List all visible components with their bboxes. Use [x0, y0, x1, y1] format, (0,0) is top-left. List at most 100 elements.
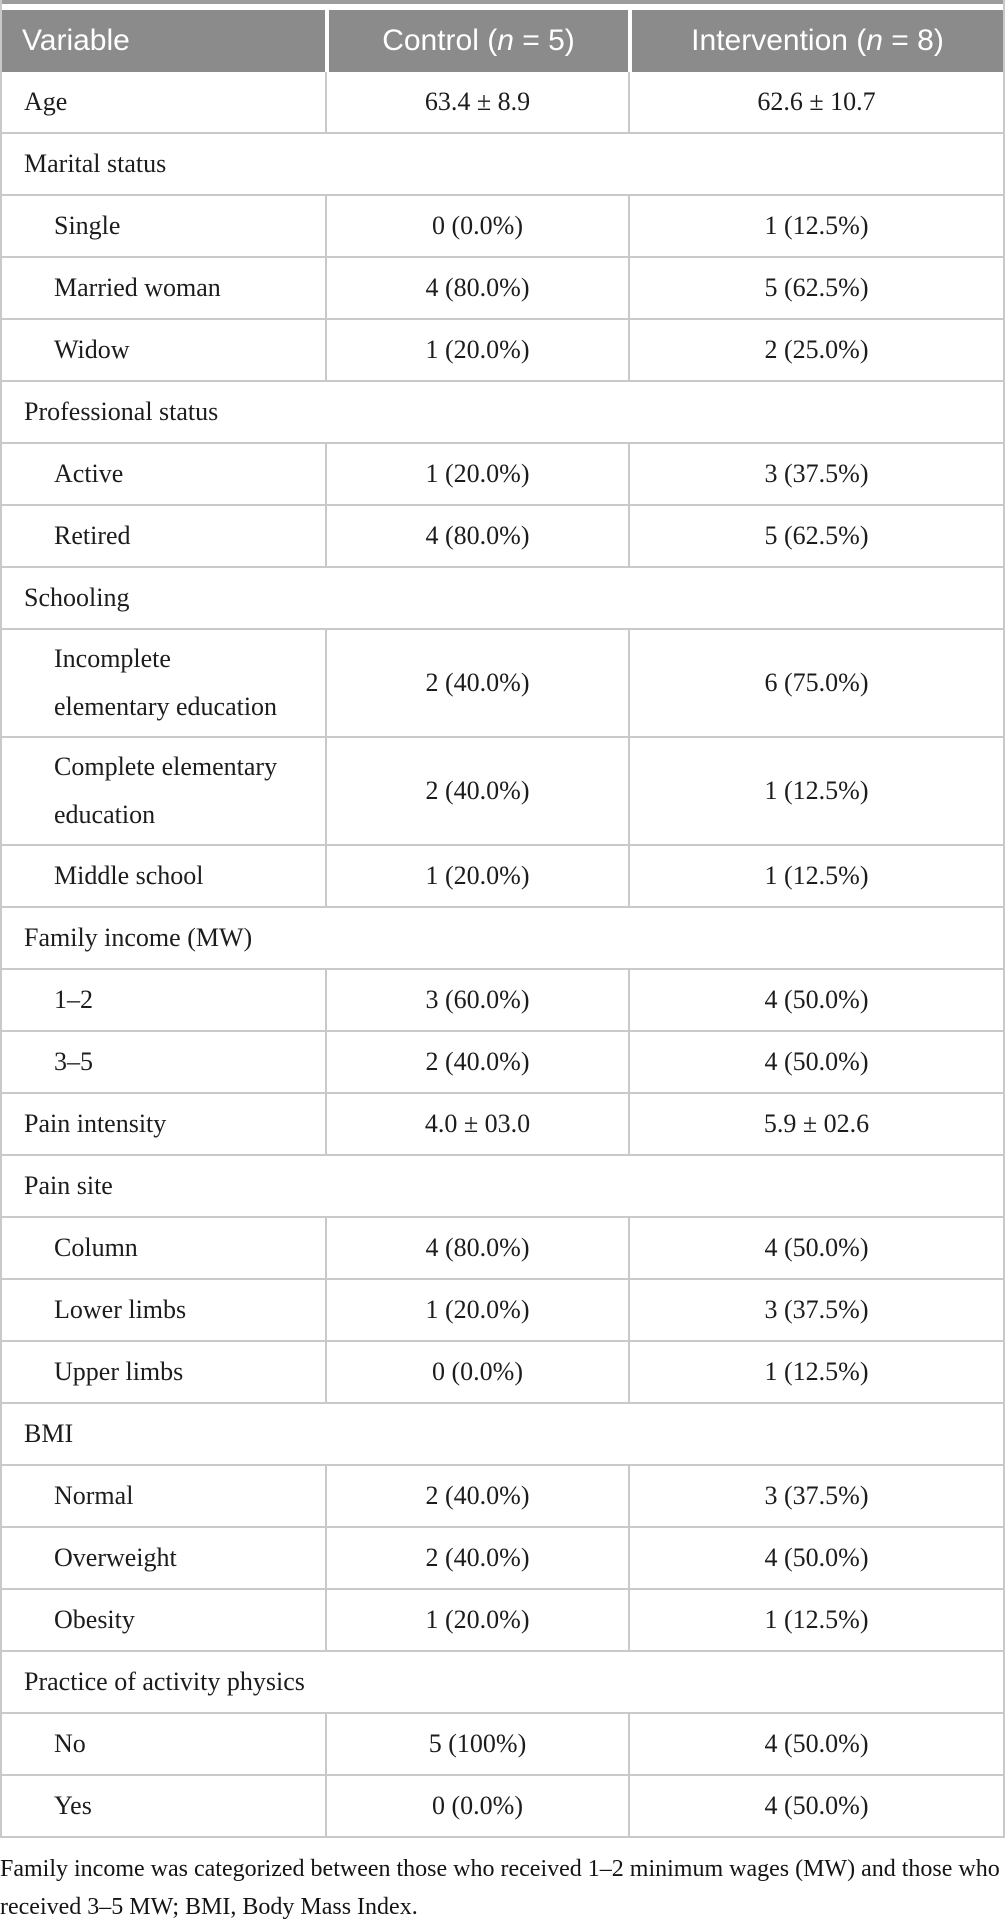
control-value-cell: 0 (0.0%)	[325, 1342, 628, 1402]
intervention-value-cell: 4 (50.0%)	[628, 1714, 1003, 1774]
row-label: 1–2	[54, 985, 93, 1014]
control-value-cell: 0 (0.0%)	[325, 196, 628, 256]
intervention-value-cell: 62.6 ± 10.7	[628, 72, 1003, 132]
category-row: Pain site	[2, 1156, 1003, 1218]
table-top-rule	[2, 0, 1003, 4]
intervention-value-cell: 4 (50.0%)	[628, 1776, 1003, 1836]
intervention-value-cell: 1 (12.5%)	[628, 1342, 1003, 1402]
intervention-value-cell: 4 (50.0%)	[628, 970, 1003, 1030]
table-header-row: Variable Control (n = 5) Intervention (n…	[2, 10, 1003, 72]
intervention-value-cell: 1 (12.5%)	[628, 1590, 1003, 1650]
row-label: Column	[54, 1233, 138, 1262]
row-label: Lower limbs	[54, 1295, 187, 1324]
intervention-value-cell: 2 (25.0%)	[628, 320, 1003, 380]
table-row: Single 0 (0.0%) 1 (12.5%)	[2, 196, 1003, 258]
table-row: Pain intensity 4.0 ± 03.0 5.9 ± 02.6	[2, 1094, 1003, 1156]
row-label: Age	[24, 87, 68, 116]
category-row: Family income (MW)	[2, 908, 1003, 970]
control-value-cell: 2 (40.0%)	[325, 630, 628, 736]
control-value-cell: 63.4 ± 8.9	[325, 72, 628, 132]
table-top-gap	[2, 4, 1003, 10]
table-row: Age 63.4 ± 8.9 62.6 ± 10.7	[2, 72, 1003, 134]
header-intervention-n: n	[866, 24, 883, 57]
row-label: Incomplete elementary education	[54, 644, 278, 721]
control-value-cell: 2 (40.0%)	[325, 1528, 628, 1588]
table-row: No 5 (100%) 4 (50.0%)	[2, 1714, 1003, 1776]
control-value-cell: 4.0 ± 03.0	[325, 1094, 628, 1154]
intervention-value-cell: 4 (50.0%)	[628, 1218, 1003, 1278]
intervention-value-cell: 1 (12.5%)	[628, 738, 1003, 844]
row-label: Widow	[54, 335, 130, 364]
row-label: Overweight	[54, 1543, 177, 1572]
control-value-cell: 2 (40.0%)	[325, 738, 628, 844]
table-row: Upper limbs 0 (0.0%) 1 (12.5%)	[2, 1342, 1003, 1404]
row-label: BMI	[24, 1419, 74, 1448]
category-row: Practice of activity physics	[2, 1652, 1003, 1714]
intervention-value-cell: 6 (75.0%)	[628, 630, 1003, 736]
demographics-table: Variable Control (n = 5) Intervention (n…	[0, 0, 1005, 1838]
control-value-cell: 0 (0.0%)	[325, 1776, 628, 1836]
table-body: Age 63.4 ± 8.9 62.6 ± 10.7 Marital status Si…	[2, 72, 1003, 1838]
intervention-value-cell: 1 (12.5%)	[628, 196, 1003, 256]
row-label: Active	[54, 459, 124, 488]
row-label: Retired	[54, 521, 131, 550]
intervention-value-cell: 4 (50.0%)	[628, 1032, 1003, 1092]
header-control-n: n	[497, 24, 514, 57]
control-value-cell: 4 (80.0%)	[325, 1218, 628, 1278]
control-value-cell: 1 (20.0%)	[325, 320, 628, 380]
row-label: Yes	[54, 1791, 92, 1820]
table-row: Normal 2 (40.0%) 3 (37.5%)	[2, 1466, 1003, 1528]
row-label: Practice of activity physics	[24, 1667, 305, 1696]
column-header-intervention: Intervention (n = 8)	[628, 10, 1003, 72]
intervention-value-cell: 3 (37.5%)	[628, 1280, 1003, 1340]
table-row: Active 1 (20.0%) 3 (37.5%)	[2, 444, 1003, 506]
row-label: Professional status	[24, 397, 219, 426]
header-control-suffix: = 5)	[513, 24, 575, 57]
control-value-cell: 1 (20.0%)	[325, 846, 628, 906]
intervention-value-cell: 3 (37.5%)	[628, 1466, 1003, 1526]
control-value-cell: 1 (20.0%)	[325, 1590, 628, 1650]
control-value-cell: 1 (20.0%)	[325, 444, 628, 504]
row-label: Pain site	[24, 1171, 113, 1200]
table-row: Yes 0 (0.0%) 4 (50.0%)	[2, 1776, 1003, 1838]
table-row: Overweight 2 (40.0%) 4 (50.0%)	[2, 1528, 1003, 1590]
intervention-value-cell: 3 (37.5%)	[628, 444, 1003, 504]
row-label: Marital status	[24, 149, 167, 178]
column-header-control: Control (n = 5)	[325, 10, 628, 72]
table-row: Lower limbs 1 (20.0%) 3 (37.5%)	[2, 1280, 1003, 1342]
control-value-cell: 4 (80.0%)	[325, 506, 628, 566]
category-row: Schooling	[2, 568, 1003, 630]
row-label: Normal	[54, 1481, 134, 1510]
row-label: Pain intensity	[24, 1109, 167, 1138]
control-value-cell: 2 (40.0%)	[325, 1032, 628, 1092]
header-intervention-suffix: = 8)	[882, 24, 944, 57]
table-footnote: Family income was categorized between th…	[0, 1856, 1000, 1920]
table-row: 3–5 2 (40.0%) 4 (50.0%)	[2, 1032, 1003, 1094]
category-row: Marital status	[2, 134, 1003, 196]
header-control-prefix: Control (	[382, 24, 498, 57]
control-value-cell: 3 (60.0%)	[325, 970, 628, 1030]
table-row: Column 4 (80.0%) 4 (50.0%)	[2, 1218, 1003, 1280]
table-row: Married woman 4 (80.0%) 5 (62.5%)	[2, 258, 1003, 320]
row-label: Obesity	[54, 1605, 135, 1634]
row-label: Complete elementary education	[54, 752, 278, 829]
row-label: Upper limbs	[54, 1357, 184, 1386]
row-label: Married woman	[54, 273, 221, 302]
intervention-value-cell: 5 (62.5%)	[628, 258, 1003, 318]
table-row: Retired 4 (80.0%) 5 (62.5%)	[2, 506, 1003, 568]
table-row: 1–2 3 (60.0%) 4 (50.0%)	[2, 970, 1003, 1032]
row-label: No	[54, 1729, 86, 1758]
category-row: BMI	[2, 1404, 1003, 1466]
row-label: Schooling	[24, 583, 130, 612]
control-value-cell: 5 (100%)	[325, 1714, 628, 1774]
category-row: Professional status	[2, 382, 1003, 444]
row-label: Single	[54, 211, 121, 240]
table-row: Incomplete elementary education 2 (40.0%) 6…	[2, 630, 1003, 738]
control-value-cell: 4 (80.0%)	[325, 258, 628, 318]
header-intervention-prefix: Intervention (	[691, 24, 867, 57]
intervention-value-cell: 4 (50.0%)	[628, 1528, 1003, 1588]
table-row: Complete elementary education 2 (40.0%) 1 (…	[2, 738, 1003, 846]
intervention-value-cell: 1 (12.5%)	[628, 846, 1003, 906]
row-label: Family income (MW)	[24, 923, 253, 952]
